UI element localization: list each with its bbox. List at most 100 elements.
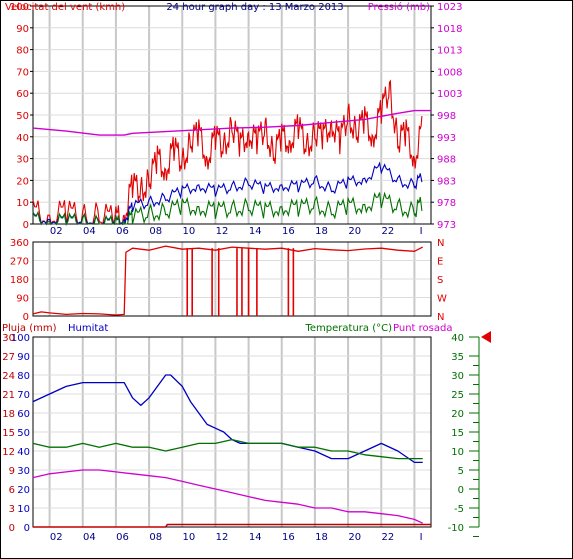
rain-y-tick-label: 6 [9, 485, 15, 496]
pressure-y-tick-label: 993 [437, 133, 456, 144]
humidity-axis-title: Humitat [68, 323, 108, 334]
humidity-y-tick-label: 100 [11, 333, 30, 344]
wind-x-tick-label: 06 [116, 226, 129, 237]
compass-label: N [437, 312, 444, 323]
wind-x-tick-label: 02 [50, 226, 63, 237]
humidity-y-tick-label: 60 [17, 409, 30, 420]
compass-label: S [437, 275, 443, 286]
wind-x-tick-label: 04 [83, 226, 96, 237]
humidity-y-tick-label: 90 [17, 352, 30, 363]
pressure-line [32, 109, 431, 136]
humidity-y-tick-label: 10 [17, 504, 30, 515]
atmos-x-tick-label: 06 [116, 532, 129, 543]
temperature-y-tick-label: 25 [451, 390, 464, 401]
wind-x-tick-label: 20 [348, 226, 361, 237]
wind-y-tick-label: 0 [23, 220, 29, 231]
pressure-y-tick-label: 983 [437, 176, 456, 187]
temperature-y-tick-label: 30 [451, 371, 464, 382]
rain-line [33, 523, 431, 528]
rain-y-tick-label: 3 [9, 504, 15, 515]
dewpoint-line [32, 469, 423, 524]
temperature-y-tick-label: 15 [451, 428, 464, 439]
temperature-y-tick-label: -5 [454, 504, 464, 515]
wind-x-tick-label: 18 [315, 226, 328, 237]
atmos-x-tick-label: 10 [183, 532, 196, 543]
wind-x-tick-label: 14 [249, 226, 262, 237]
rain-y-tick-label: 27 [2, 352, 15, 363]
compass-label: W [437, 294, 447, 305]
humidity-y-tick-label: 20 [17, 485, 30, 496]
pressure-y-tick-label: 978 [437, 198, 456, 209]
direction-y-tick-label: 180 [10, 275, 29, 286]
atmos-x-tick-label: 02 [50, 532, 63, 543]
pressure-y-tick-label: 1018 [437, 24, 462, 35]
rain-y-tick-label: 30 [2, 333, 15, 344]
dewpoint-axis-title: Punt rosada [393, 323, 452, 334]
humidity-y-tick-label: 40 [17, 447, 30, 458]
temperature-y-tick-label: 40 [451, 333, 464, 344]
atmos-x-tick-label: 16 [282, 532, 295, 543]
pressure-y-tick-label: 988 [437, 155, 456, 166]
wind-y-tick-label: 10 [16, 198, 29, 209]
wind-y-tick-label: 50 [16, 111, 29, 122]
wind-y-tick-label: 80 [16, 46, 29, 57]
humidity-y-tick-label: 70 [17, 390, 30, 401]
atmos-panel-frame [32, 336, 432, 528]
atmos-x-tick-label: 22 [382, 532, 395, 543]
pressure-y-tick-label: 998 [437, 111, 456, 122]
rain-y-tick-label: 0 [9, 523, 15, 534]
temperature-y-tick-label: 35 [451, 352, 464, 363]
wind-axis-title: Velocitat del vent (kmh) [5, 2, 125, 13]
direction-y-tick-label: 90 [16, 294, 29, 305]
wind-y-tick-label: 20 [16, 176, 29, 187]
temperature-axis-title: Temperatura (°C) [304, 323, 392, 334]
minimum-wind-line [32, 191, 423, 226]
wind-y-tick-label: 100 [10, 2, 29, 13]
atmos-x-tick-label: 04 [83, 532, 96, 543]
wind-x-tick-label: 22 [382, 226, 395, 237]
humidity-line [32, 374, 423, 464]
pressure-y-tick-label: 973 [437, 220, 456, 231]
humidity-y-tick-label: 30 [17, 466, 30, 477]
direction-panel-frame [32, 241, 432, 317]
wind-x-tick-label: 08 [149, 226, 162, 237]
atmos-x-tick-label: 12 [216, 532, 229, 543]
pressure-axis-title: Pressió (mb) [368, 1, 430, 13]
wind-y-tick-label: 40 [16, 133, 29, 144]
pressure-y-tick-label: 1003 [437, 89, 462, 100]
temperature-y-tick-label: 20 [451, 409, 464, 420]
pressure-y-tick-label: 1008 [437, 67, 462, 78]
humidity-y-tick-label: 80 [17, 371, 30, 382]
atmos-x-tick-label: 20 [348, 532, 361, 543]
wind-y-tick-label: 60 [16, 89, 29, 100]
pressure-y-tick-label: 1023 [437, 2, 462, 13]
direction-y-tick-label: 360 [10, 238, 29, 249]
wind-x-tick-label: 12 [216, 226, 229, 237]
direction-y-tick-label: 0 [23, 312, 29, 323]
temperature-line [32, 438, 423, 460]
rain-y-tick-label: 12 [2, 447, 15, 458]
wind-y-tick-label: 90 [16, 24, 29, 35]
atmos-x-tick-label: I [420, 532, 423, 543]
rain-axis-title: Pluja (mm) [2, 323, 57, 334]
rain-y-tick-label: 15 [2, 428, 15, 439]
rain-y-tick-label: 18 [2, 409, 15, 420]
rain-y-tick-label: 9 [9, 466, 15, 477]
gust-line [32, 79, 423, 226]
wind-y-tick-label: 70 [16, 67, 29, 78]
compass-label: N [437, 238, 444, 249]
temperature-y-tick-label: -10 [448, 523, 464, 534]
wind-x-tick-label: 10 [183, 226, 196, 237]
wind-direction-line [32, 245, 423, 316]
pressure-y-tick-label: 1013 [437, 46, 462, 57]
temperature-pointer-marker [481, 331, 491, 343]
humidity-y-tick-label: 0 [24, 523, 30, 534]
chart-title: 24 hour graph day : 13 Marzo 2013 [166, 2, 343, 13]
rain-y-tick-label: 21 [2, 390, 15, 401]
compass-label: E [437, 257, 443, 268]
atmos-x-tick-label: 18 [315, 532, 328, 543]
temperature-y-tick-label: 0 [458, 485, 464, 496]
wind-y-tick-label: 30 [16, 155, 29, 166]
